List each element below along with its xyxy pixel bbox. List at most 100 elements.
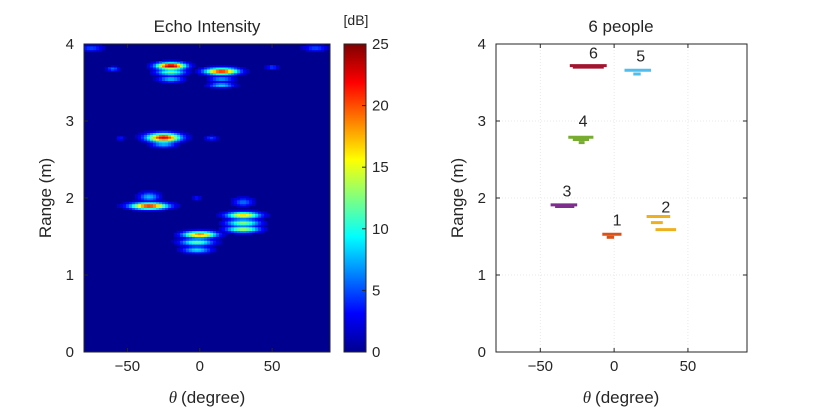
heatmap-cell — [234, 226, 238, 230]
heatmap-cell — [216, 84, 220, 87]
heatmap-cell — [180, 230, 184, 234]
heatmap-cell — [174, 70, 178, 74]
heatmap-cell — [219, 213, 223, 216]
heatmap-cell — [174, 76, 178, 80]
heatmap-cell — [228, 74, 232, 78]
heatmap-cell — [135, 203, 139, 207]
heatmap-cell — [249, 211, 253, 214]
heatmap-cell — [237, 213, 241, 216]
heatmap-cell — [186, 228, 190, 232]
heatmap-cell — [168, 70, 172, 74]
heatmap-cell — [246, 226, 250, 230]
heatmap-cell — [240, 224, 244, 228]
heatmap-cell — [213, 86, 217, 89]
heatmap-cell — [168, 203, 172, 207]
heatmap-cell — [255, 219, 259, 222]
heatmap-cell — [213, 136, 217, 139]
heatmap-cell — [162, 134, 166, 137]
heatmap-cell — [216, 136, 220, 139]
heatmap-cell — [147, 63, 151, 66]
heatmap-cell — [306, 44, 310, 47]
heatmap-cell — [156, 142, 160, 145]
heatmap-cell — [225, 232, 229, 235]
heatmap-cell — [171, 80, 175, 83]
heatmap-cell — [147, 198, 151, 201]
heatmap-cell — [231, 70, 235, 74]
heatmap-cell — [237, 84, 241, 87]
people-xlabel: θ (degree) — [583, 388, 660, 407]
heatmap-cell — [135, 207, 139, 210]
heatmap-cell — [225, 67, 229, 70]
heatmap-cell — [222, 228, 226, 232]
heatmap-ylabel: Range (m) — [36, 158, 55, 238]
heatmap-cell — [237, 199, 241, 203]
heatmap-cell — [195, 230, 199, 234]
heatmap-cell — [171, 203, 175, 207]
heatmap-cell — [129, 203, 133, 207]
heatmap-cell — [180, 74, 184, 78]
heatmap-cell — [132, 201, 136, 205]
person-6: 6 — [569, 46, 607, 69]
heatmap-cell — [249, 201, 253, 205]
heatmap-cell — [156, 136, 160, 139]
heatmap-cell — [255, 230, 259, 234]
heatmap-cell — [150, 194, 154, 197]
heatmap-cell — [210, 84, 214, 87]
people-xlabel-symbol: θ — [583, 388, 591, 407]
heatmap-cell — [219, 230, 223, 234]
heatmap-cell — [180, 236, 184, 239]
heatmap-xlabel: θ (degree) — [169, 388, 246, 407]
heatmap-cell — [252, 221, 256, 224]
heatmap-cell — [111, 67, 115, 70]
heatmap-cell — [177, 136, 181, 139]
heatmap-cell — [183, 248, 187, 251]
heatmap-cell — [141, 199, 145, 203]
heatmap-cell — [165, 59, 169, 62]
heatmap-cell — [228, 213, 232, 216]
heatmap-cell — [189, 134, 193, 137]
heatmap-cell — [162, 65, 166, 68]
heatmap-cell — [237, 67, 241, 70]
heatmap-cell — [213, 240, 217, 243]
heatmap-cell — [144, 201, 148, 205]
heatmap-cell — [156, 63, 160, 66]
heatmap-cell — [309, 47, 313, 51]
heatmap-cell — [201, 230, 205, 234]
heatmap-cell — [189, 61, 193, 64]
heatmap-cell — [183, 72, 187, 76]
person-4-label: 4 — [579, 113, 588, 130]
heatmap-cell — [180, 246, 184, 249]
heatmap-cell — [141, 207, 145, 210]
heatmap-cell — [171, 136, 175, 139]
heatmap-cell — [159, 201, 163, 205]
heatmap-cell — [144, 209, 148, 212]
heatmap-cell — [249, 221, 253, 224]
heatmap-cell — [174, 72, 178, 76]
heatmap-cell — [213, 244, 217, 247]
heatmap-cell — [183, 78, 187, 81]
heatmap-cell — [234, 213, 238, 216]
heatmap-cell — [186, 72, 190, 76]
heatmap-cell — [252, 219, 256, 222]
heatmap-cell — [204, 249, 208, 253]
heatmap-cell — [171, 69, 175, 72]
heatmap-cell — [168, 201, 172, 205]
heatmap-background — [84, 44, 330, 352]
heatmap-cell — [159, 130, 163, 133]
heatmap-cell — [225, 76, 229, 80]
heatmap-cell — [147, 144, 151, 147]
heatmap-cell — [186, 132, 190, 135]
heatmap-cell — [135, 134, 139, 137]
heatmap-cell — [237, 224, 241, 228]
heatmap-cell — [180, 130, 184, 133]
heatmap-cell — [90, 44, 94, 47]
heatmap-cell — [231, 65, 235, 68]
heatmap-cell — [204, 70, 208, 74]
person-5-label: 5 — [636, 49, 645, 66]
heatmap-cell — [150, 63, 154, 66]
heatmap-cell — [168, 142, 172, 145]
heatmap-cell — [162, 80, 166, 83]
heatmap-cell — [213, 230, 217, 234]
heatmap-cell — [159, 67, 163, 70]
